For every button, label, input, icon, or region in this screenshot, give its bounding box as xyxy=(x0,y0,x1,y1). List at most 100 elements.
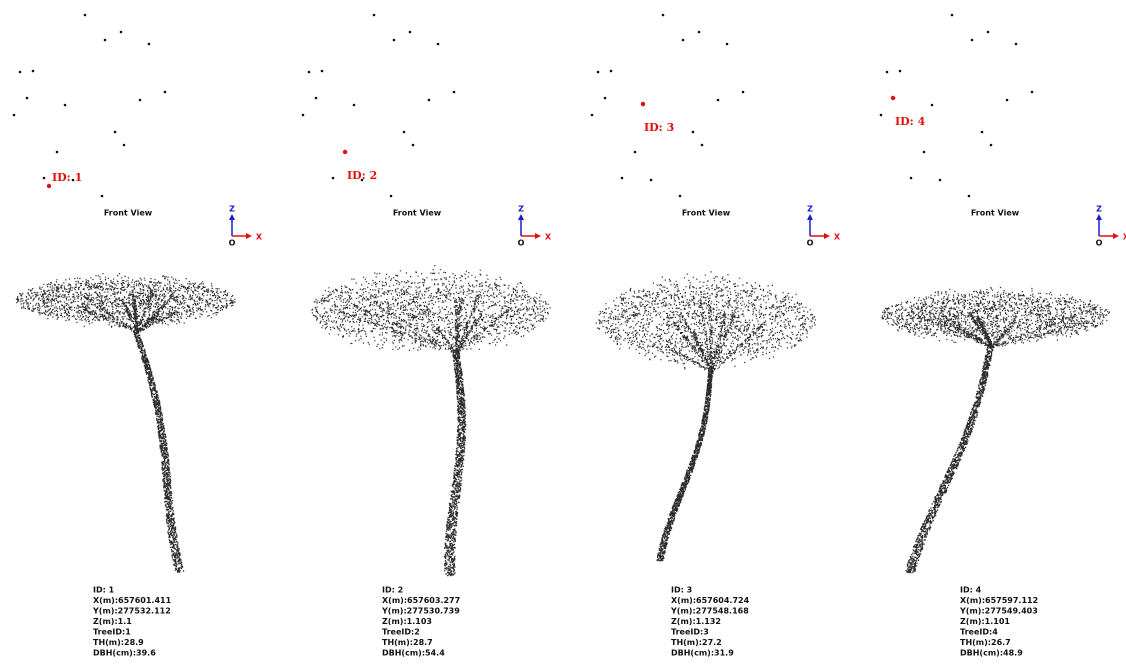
tree-location xyxy=(147,42,151,46)
tree-info: Z(m):1.1 xyxy=(93,617,132,626)
tree-info: Z(m):1.103 xyxy=(382,617,432,626)
tree-location xyxy=(452,90,456,94)
z-arrow xyxy=(1096,214,1102,220)
marker-label: ID: 1 xyxy=(52,171,82,184)
x-arrow xyxy=(824,233,830,239)
tree-info: X(m):657604.724 xyxy=(671,596,750,605)
tree-location xyxy=(436,42,440,46)
tree-location xyxy=(661,13,665,17)
z-arrow xyxy=(807,214,813,220)
tree-info: X(m):657597.112 xyxy=(960,596,1038,605)
tree-location xyxy=(590,113,594,117)
z-label: Z xyxy=(1096,205,1102,214)
tree-location xyxy=(986,30,990,34)
view-label: Front View xyxy=(104,209,153,218)
tree-info: ID: 1 xyxy=(93,586,115,595)
tree-location xyxy=(898,69,902,73)
tree-location xyxy=(427,98,431,102)
tree-info: TreeID:3 xyxy=(671,628,709,637)
tree-location xyxy=(697,30,701,34)
tree-info: TH(m):27.2 xyxy=(671,638,722,647)
z-label: Z xyxy=(807,205,813,214)
tree-info: Z(m):1.132 xyxy=(671,617,721,626)
tree-info: DBH(cm):48.9 xyxy=(960,649,1023,658)
tree-info: Y(m):277532.112 xyxy=(92,607,171,616)
marker-label: ID: 4 xyxy=(895,115,926,128)
tree-location xyxy=(42,176,46,180)
tree-location xyxy=(909,176,913,180)
tree-info: DBH(cm):54.4 xyxy=(382,649,445,658)
x-label: X xyxy=(545,233,552,242)
tree-location xyxy=(331,176,335,180)
tree-location xyxy=(970,38,974,42)
z-arrow xyxy=(518,214,524,220)
tree-location xyxy=(100,194,104,198)
tree-location xyxy=(741,90,745,94)
tree-location xyxy=(122,143,126,147)
tree-location xyxy=(938,178,942,182)
tree-location xyxy=(649,178,653,182)
tree-location xyxy=(55,150,59,154)
tree-location xyxy=(1005,98,1009,102)
tree-location xyxy=(678,194,682,198)
x-label: X xyxy=(834,233,841,242)
tree-info: DBH(cm):31.9 xyxy=(671,649,734,658)
o-label: O xyxy=(518,239,525,248)
selected-tree xyxy=(890,95,896,101)
tree-info: TreeID:4 xyxy=(960,628,998,637)
tree-location xyxy=(138,98,142,102)
tree-info: Y(m):277530.739 xyxy=(381,607,460,616)
tree-location xyxy=(301,113,305,117)
o-label: O xyxy=(1096,239,1103,248)
view-label: Front View xyxy=(971,209,1020,218)
tree-location xyxy=(950,13,954,17)
z-label: Z xyxy=(229,205,235,214)
tree-location xyxy=(63,103,67,107)
tree-point-cloud xyxy=(881,286,1110,574)
tree-info: Y(m):277548.168 xyxy=(670,607,749,616)
tree-location xyxy=(83,13,87,17)
tree-info: TH(m):28.9 xyxy=(93,638,144,647)
tree-location xyxy=(113,130,117,134)
tree-info: X(m):657601.411 xyxy=(93,596,172,605)
tree-location xyxy=(620,176,624,180)
tree-location xyxy=(372,13,376,17)
tree-info: TreeID:1 xyxy=(93,628,131,637)
selected-tree xyxy=(46,183,52,189)
view-label: Front View xyxy=(682,209,731,218)
o-label: O xyxy=(807,239,814,248)
x-label: X xyxy=(1123,233,1126,242)
tree-location xyxy=(314,96,318,100)
tree-location xyxy=(119,30,123,34)
tree-location xyxy=(1030,90,1034,94)
tree-info: ID: 4 xyxy=(960,586,982,595)
tree-location xyxy=(967,194,971,198)
tree-location xyxy=(603,96,607,100)
tree-location xyxy=(930,103,934,107)
tree-point-cloud xyxy=(595,271,816,562)
tree-location xyxy=(633,150,637,154)
tree-location xyxy=(408,30,412,34)
selected-tree xyxy=(342,149,348,155)
tree-location xyxy=(307,70,311,74)
marker-label: ID: 3 xyxy=(644,121,674,134)
tree-location xyxy=(12,113,16,117)
tree-info: ID: 3 xyxy=(671,586,692,595)
tree-location xyxy=(352,103,356,107)
tree-location xyxy=(163,90,167,94)
tree-location xyxy=(980,130,984,134)
tree-location xyxy=(596,70,600,74)
tree-location xyxy=(609,69,613,73)
tree-point-cloud xyxy=(15,273,236,573)
x-label: X xyxy=(256,233,263,242)
tree-location xyxy=(18,70,22,74)
marker-label: ID: 2 xyxy=(347,169,377,182)
o-label: O xyxy=(229,239,236,248)
tree-location xyxy=(989,143,993,147)
tree-point-cloud xyxy=(311,265,551,577)
tree-info: X(m):657603.277 xyxy=(382,596,460,605)
